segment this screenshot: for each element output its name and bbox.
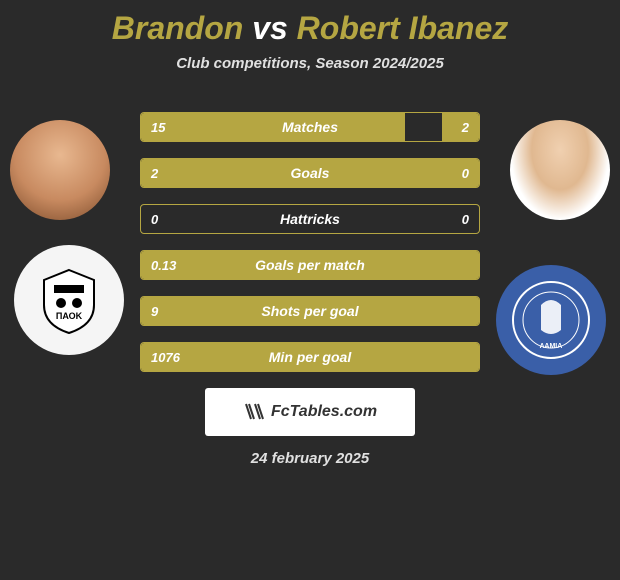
stat-value-right: 0: [462, 166, 469, 181]
stat-row: 2Goals0: [140, 158, 480, 188]
page-title: Brandon vs Robert Ibanez: [0, 10, 620, 47]
stat-label: Goals per match: [141, 257, 479, 273]
stat-row: 9Shots per goal: [140, 296, 480, 326]
stat-label: Matches: [141, 119, 479, 135]
stat-label: Min per goal: [141, 349, 479, 365]
title-player1: Brandon: [112, 10, 244, 46]
brand-label: FcTables.com: [271, 403, 377, 421]
title-vs: vs: [252, 10, 288, 46]
stat-label: Goals: [141, 165, 479, 181]
stat-label: Shots per goal: [141, 303, 479, 319]
stat-row: 0Hattricks0: [140, 204, 480, 234]
subtitle: Club competitions, Season 2024/2025: [0, 55, 620, 72]
brand-badge[interactable]: FcTables.com: [205, 388, 415, 436]
stat-row: 15Matches2: [140, 112, 480, 142]
stat-row: 1076Min per goal: [140, 342, 480, 372]
stats-area: 15Matches22Goals00Hattricks00.13Goals pe…: [0, 112, 620, 372]
comparison-card: Brandon vs Robert Ibanez Club competitio…: [0, 0, 620, 580]
title-player2: Robert Ibanez: [297, 10, 509, 46]
brand-logo-icon: [243, 401, 265, 423]
stat-label: Hattricks: [141, 211, 479, 227]
footer-date: 24 february 2025: [0, 450, 620, 467]
stat-value-right: 2: [462, 120, 469, 135]
stat-value-right: 0: [462, 212, 469, 227]
stat-row: 0.13Goals per match: [140, 250, 480, 280]
